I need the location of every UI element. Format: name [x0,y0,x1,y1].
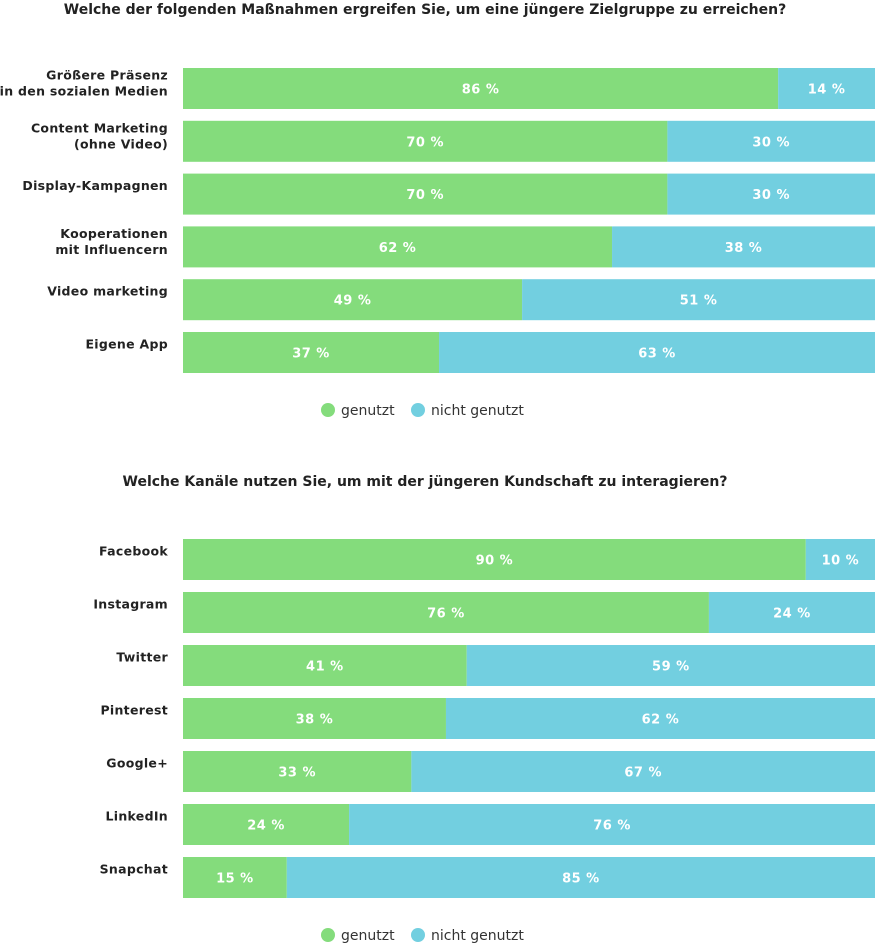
bar-segment-used [183,226,613,268]
bar-segment-used [183,804,350,845]
data-label: 85 % [562,872,600,887]
bar-segment-used [183,173,668,215]
bar-segment-used [183,751,412,792]
bar-segment-used [183,592,709,633]
category-label: Pinterest [100,703,168,718]
bar-segment-unused [778,68,875,109]
data-label: 67 % [624,766,662,781]
category-label: LinkedIn [105,809,168,824]
bar-segment-unused [286,857,875,898]
category-label-line: Eigene App [85,337,168,352]
category-label-line: Display-Kampagnen [22,178,168,193]
bar-segment-unused [612,226,875,268]
data-label: 37 % [292,347,330,362]
bar-segment-unused [466,645,875,686]
legend-label-used: genutzt [341,928,395,944]
chart-title: Welche Kanäle nutzen Sie, um mit der jün… [123,474,728,490]
category-label-line: Content Marketing [31,120,168,135]
data-label: 86 % [462,83,500,98]
data-label: 33 % [278,766,316,781]
data-label: 38 % [296,713,334,728]
legend-swatch-used [321,403,335,417]
category-label-line: in den sozialen Medien [0,84,168,99]
bar-segment-used [183,645,467,686]
category-label-line: Facebook [99,544,168,559]
category-label-line: mit Influencern [55,242,168,257]
bar-segment-unused [667,120,875,162]
data-label: 90 % [476,554,514,569]
bar-segment-used [183,539,806,580]
data-label: 70 % [406,188,444,203]
category-label: Snapchat [100,862,168,877]
bar-segment-used [183,332,440,373]
data-label: 59 % [652,660,690,675]
data-label: 24 % [773,607,811,622]
bar-segment-unused [708,592,875,633]
legend: genutzt nicht genutzt [321,928,524,944]
bar-segment-used [183,279,523,321]
bar-segment-unused [439,332,875,373]
data-label: 24 % [247,819,285,834]
category-label-line: Kooperationen [60,226,168,241]
legend-label-used: genutzt [341,403,395,419]
data-label: 51 % [680,294,718,309]
chart-channels: Welche Kanäle nutzen Sie, um mit der jün… [93,474,876,944]
data-label: 76 % [593,819,631,834]
category-label-line: Video marketing [47,284,168,299]
data-label: 76 % [427,607,465,622]
data-label: 70 % [406,135,444,150]
bar-group: Größere Präsenz in den sozialen Medien 86 … [0,68,875,373]
category-label: Content Marketing (ohne Video) [31,120,168,151]
legend-swatch-used [321,928,335,942]
bar-segment-unused [411,751,875,792]
data-label: 41 % [306,660,344,675]
category-label-line: (ohne Video) [74,136,168,151]
bar-segment-used [183,857,287,898]
category-label: Display-Kampagnen [22,178,168,193]
bar-segment-used [183,120,668,162]
category-label-line: Google+ [106,756,168,771]
data-label: 63 % [638,347,676,362]
data-label: 30 % [752,188,790,203]
data-label: 62 % [379,241,417,256]
chart-title: Welche der folgenden Maßnahmen ergreifen… [64,2,786,18]
category-label: Facebook [99,544,168,559]
data-label: 30 % [752,135,790,150]
category-label: Größere Präsenz in den sozialen Medien [0,68,168,99]
category-label-line: Größere Präsenz [46,68,168,83]
legend-swatch-unused [411,403,425,417]
category-label: Twitter [116,650,168,665]
legend-swatch-unused [411,928,425,942]
bar-segment-unused [805,539,875,580]
bar-segment-unused [667,173,875,215]
legend: genutzt nicht genutzt [321,403,524,419]
category-label: Eigene App [85,337,168,352]
data-label: 49 % [334,294,372,309]
category-label: Instagram [93,597,168,612]
category-label: Kooperationen mit Influencern [55,226,168,257]
data-label: 10 % [822,554,860,569]
bar-segment-unused [445,698,875,739]
data-label: 15 % [216,872,254,887]
category-label-line: LinkedIn [105,809,168,824]
category-label-line: Twitter [116,650,168,665]
category-label-line: Instagram [93,597,168,612]
bar-segment-used [183,698,446,739]
bar-segment-unused [349,804,876,845]
bar-segment-unused [522,279,875,321]
bar-segment-used [183,68,779,109]
data-label: 62 % [642,713,680,728]
category-label: Google+ [106,756,168,771]
category-label-line: Pinterest [100,703,168,718]
bar-group: Facebook 90 % 10 % Instagram 76 % 24 % Twitter… [93,539,876,898]
data-label: 14 % [808,83,846,98]
chart-measures: Welche der folgenden Maßnahmen ergreifen… [0,2,875,419]
legend-label-unused: nicht genutzt [431,928,524,944]
data-label: 38 % [725,241,763,256]
category-label: Video marketing [47,284,168,299]
category-label-line: Snapchat [100,862,168,877]
legend-label-unused: nicht genutzt [431,403,524,419]
